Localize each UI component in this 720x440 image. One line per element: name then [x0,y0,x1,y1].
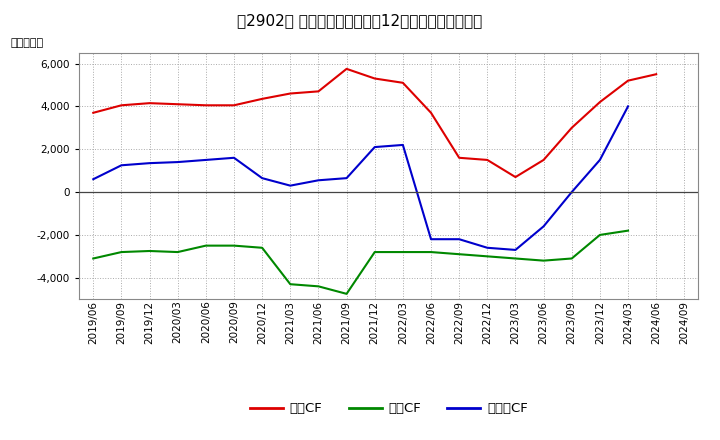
投資CF [286,282,294,287]
Line: フリーCF: フリーCF [94,106,628,250]
投資CF [483,254,492,259]
投資CF [145,248,154,253]
営業CF [595,99,604,105]
フリーCF [145,161,154,166]
営業CF [567,125,576,130]
営業CF [539,157,548,162]
Text: 2902、 キャッシュフローの12か月移動合計の推移: 2902、 キャッシュフローの12か月移動合計の推移 [238,13,482,28]
フリーCF [117,163,126,168]
投資CF [230,243,238,248]
フリーCF [258,176,266,181]
フリーCF [342,176,351,181]
営業CF [202,103,210,108]
投資CF [539,258,548,263]
営業CF [427,110,436,115]
投資CF [314,284,323,289]
営業CF [89,110,98,115]
投資CF [624,228,632,233]
投資CF [399,249,408,255]
フリーCF [567,190,576,195]
投資CF [455,252,464,257]
営業CF [286,91,294,96]
投資CF [595,232,604,238]
フリーCF [314,178,323,183]
フリーCF [511,247,520,253]
営業CF [342,66,351,72]
投資CF [117,249,126,255]
投資CF [258,245,266,250]
投資CF [427,249,436,255]
営業CF [145,100,154,106]
フリーCF [230,155,238,161]
営業CF [230,103,238,108]
フリーCF [399,142,408,147]
営業CF [399,80,408,85]
営業CF [258,96,266,102]
営業CF [511,174,520,180]
営業CF [624,78,632,83]
フリーCF [624,104,632,109]
フリーCF [483,245,492,250]
投資CF [202,243,210,248]
営業CF [174,102,182,107]
営業CF [314,89,323,94]
フリーCF [174,159,182,165]
フリーCF [427,237,436,242]
フリーCF [202,157,210,162]
営業CF [370,76,379,81]
フリーCF [595,157,604,162]
Line: 営業CF: 営業CF [94,69,656,177]
営業CF [117,103,126,108]
フリーCF [89,176,98,182]
フリーCF [370,144,379,150]
フリーCF [539,224,548,229]
投資CF [342,291,351,297]
Legend: 営業CF, 投資CF, フリーCF: 営業CF, 投資CF, フリーCF [245,397,533,421]
営業CF [455,155,464,161]
Line: 投資CF: 投資CF [94,231,628,294]
投資CF [567,256,576,261]
投資CF [89,256,98,261]
Y-axis label: （百万円）: （百万円） [10,38,43,48]
営業CF [652,72,660,77]
投資CF [511,256,520,261]
投資CF [174,249,182,255]
フリーCF [455,237,464,242]
フリーCF [286,183,294,188]
営業CF [483,157,492,162]
投資CF [370,249,379,255]
